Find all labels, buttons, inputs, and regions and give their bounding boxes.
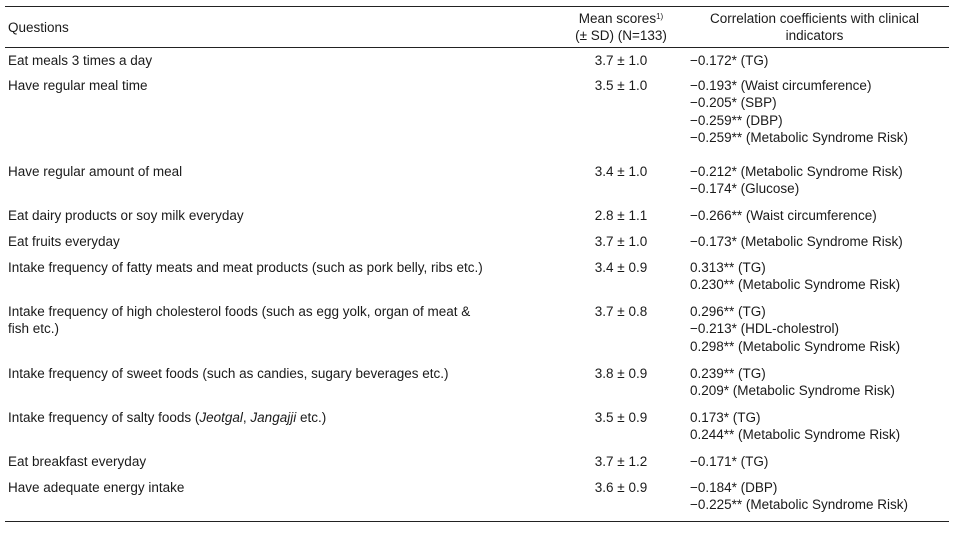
correlation-cell: 0.173* (TG) 0.244** (Metabolic Syndrome R…: [680, 405, 949, 449]
correlation-entry: −0.259** (Metabolic Syndrome Risk): [690, 130, 908, 145]
table-row: Eat meals 3 times a day 3.7 ± 1.0 −0.172* …: [5, 48, 949, 73]
mean-score-cell: 3.7 ± 1.0: [594, 53, 648, 68]
question-cell: Eat meals 3 times a day: [5, 48, 562, 73]
correlation-entry: −0.225** (Metabolic Syndrome Risk): [690, 497, 908, 512]
correlation-cell: 0.239** (TG) 0.209* (Metabolic Syndrome R…: [680, 361, 949, 405]
question-cell: Intake frequency of high cholesterol foo…: [5, 299, 562, 361]
question-text: Eat dairy products or soy milk everyday: [8, 207, 244, 223]
table-row: Have regular amount of meal 3.4 ± 1.0 −0.2…: [5, 159, 949, 203]
mean-score-cell: 3.4 ± 0.9: [594, 259, 648, 275]
correlation-entry: −0.172* (TG): [690, 53, 769, 68]
question-cell: Eat dairy products or soy milk everyday: [5, 203, 562, 229]
correlation-entry: 0.230** (Metabolic Syndrome Risk): [690, 277, 901, 292]
question-text: Intake frequency of fatty meats and meat…: [8, 259, 483, 275]
question-text: Have regular amount of meal: [8, 163, 183, 179]
correlation-entry: −0.266** (Waist circumference): [690, 207, 877, 223]
correlation-cell: −0.212* (Metabolic Syndrome Risk) −0.174*…: [680, 159, 949, 203]
correlation-table-container: Questions Mean scores1) (± SD) (N=133) C…: [5, 6, 949, 522]
correlation-entry: 0.209* (Metabolic Syndrome Risk): [690, 383, 895, 398]
table-row: Have adequate energy intake 3.6 ± 0.9 −0.1…: [5, 474, 949, 522]
table-row: Intake frequency of sweet foods (such as…: [5, 361, 949, 405]
correlation-cell: −0.266** (Waist circumference): [680, 203, 949, 229]
correlation-entry: −0.171* (TG): [690, 453, 769, 469]
question-italic-term: Jeotgal: [199, 409, 243, 425]
correlation-cell: −0.172* (TG): [680, 48, 949, 73]
header-mean-scores: Mean scores1) (± SD) (N=133): [562, 6, 680, 48]
header-corr-line2: indicators: [785, 28, 844, 43]
correlation-entry: −0.193* (Waist circumference): [690, 77, 872, 93]
question-text: Eat meals 3 times a day: [8, 53, 153, 68]
question-text-part: ,: [242, 409, 251, 425]
correlation-entry: −0.259** (DBP): [690, 112, 783, 128]
correlation-entry: 0.298** (Metabolic Syndrome Risk): [690, 338, 901, 354]
question-cell: Eat fruits everyday: [5, 229, 562, 255]
table-row: Eat breakfast everyday 3.7 ± 1.2 −0.171* (…: [5, 449, 949, 475]
correlation-entry: 0.313** (TG): [690, 259, 766, 275]
question-text: Have regular meal time: [8, 77, 148, 93]
mean-score-cell: 3.6 ± 0.9: [562, 474, 680, 522]
header-questions: Questions: [5, 6, 562, 48]
table-row: Eat dairy products or soy milk everyday 2…: [5, 203, 949, 229]
mean-score-cell: 3.7 ± 1.0: [594, 233, 648, 249]
question-cell: Have regular meal time: [5, 73, 562, 159]
question-cell: Intake frequency of sweet foods (such as…: [5, 361, 562, 405]
correlation-cell: 0.296** (TG) −0.213* (HDL-cholestrol) 0.29…: [680, 299, 949, 361]
question-text: Intake frequency of sweet foods (such as…: [8, 365, 449, 381]
question-text-part: Intake frequency of salty foods (: [8, 409, 200, 425]
correlation-entry: −0.184* (DBP): [690, 479, 778, 495]
header-corr-line1: Correlation coefficients with clinical: [709, 11, 920, 26]
question-text-line: Intake frequency of high cholesterol foo…: [8, 303, 471, 319]
header-mean-footnote: 1): [656, 12, 664, 21]
correlation-cell: −0.193* (Waist circumference) −0.205* (SB…: [680, 73, 949, 159]
correlation-entry: −0.205* (SBP): [690, 95, 777, 110]
question-italic-term: Jangajji: [250, 409, 297, 425]
mean-score-cell: 3.7 ± 1.2: [594, 453, 648, 469]
question-text: Have adequate energy intake: [8, 479, 185, 495]
question-text: Intake frequency of salty foods (Jeotgal…: [8, 410, 326, 425]
table-row: Intake frequency of salty foods (Jeotgal…: [5, 405, 949, 449]
header-row: Questions Mean scores1) (± SD) (N=133) C…: [5, 6, 949, 48]
question-cell: Eat breakfast everyday: [5, 449, 562, 475]
header-mean-label: Mean scores: [578, 11, 657, 26]
correlation-entry: −0.212* (Metabolic Syndrome Risk): [690, 163, 903, 179]
question-text-line: fish etc.): [8, 321, 60, 336]
mean-score-cell: 3.4 ± 1.0: [594, 163, 648, 179]
header-mean-line2: (± SD) (N=133): [575, 28, 667, 43]
mean-score-cell: 3.8 ± 0.9: [594, 365, 648, 381]
header-questions-label: Questions: [8, 19, 69, 35]
question-text: Eat breakfast everyday: [8, 453, 147, 469]
question-text-part: etc.): [296, 409, 327, 425]
table-row: Have regular meal time 3.5 ± 1.0 −0.193* (…: [5, 73, 949, 159]
correlation-entry: 0.296** (TG): [690, 303, 766, 319]
table-header: Questions Mean scores1) (± SD) (N=133) C…: [5, 6, 949, 48]
mean-score-cell: 2.8 ± 1.1: [594, 207, 648, 223]
correlation-entry: −0.173* (Metabolic Syndrome Risk): [690, 233, 903, 249]
header-mean-line1: Mean scores1): [579, 11, 663, 26]
correlation-cell: −0.173* (Metabolic Syndrome Risk): [680, 229, 949, 255]
table-row: Intake frequency of fatty meats and meat…: [5, 255, 949, 299]
correlation-cell: −0.184* (DBP) −0.225** (Metabolic Syndrom…: [680, 474, 949, 522]
correlation-entry: −0.174* (Glucose): [690, 181, 800, 196]
correlation-cell: 0.313** (TG) 0.230** (Metabolic Syndrome …: [680, 255, 949, 299]
correlation-entry: 0.239** (TG): [690, 365, 766, 381]
question-cell: Intake frequency of salty foods (Jeotgal…: [5, 405, 562, 449]
table-row: Eat fruits everyday 3.7 ± 1.0 −0.173* (Met…: [5, 229, 949, 255]
mean-score-cell: 3.5 ± 0.9: [594, 409, 648, 425]
header-correlation: Correlation coefficients with clinical i…: [680, 6, 949, 48]
correlation-cell: −0.171* (TG): [680, 449, 949, 475]
table-body: Eat meals 3 times a day 3.7 ± 1.0 −0.172* …: [5, 48, 949, 522]
correlation-entry: 0.173* (TG): [690, 409, 761, 425]
mean-score-cell: 3.7 ± 0.8: [594, 303, 648, 319]
question-cell: Have regular amount of meal: [5, 159, 562, 203]
question-cell: Intake frequency of fatty meats and meat…: [5, 255, 562, 299]
mean-score-cell: 3.5 ± 1.0: [594, 77, 648, 93]
correlation-table: Questions Mean scores1) (± SD) (N=133) C…: [5, 6, 949, 522]
correlation-entry: 0.244** (Metabolic Syndrome Risk): [690, 427, 901, 442]
question-cell: Have adequate energy intake: [5, 474, 562, 522]
table-row: Intake frequency of high cholesterol foo…: [5, 299, 949, 361]
question-text: Eat fruits everyday: [8, 233, 120, 249]
correlation-entry: −0.213* (HDL-cholestrol): [690, 321, 839, 336]
